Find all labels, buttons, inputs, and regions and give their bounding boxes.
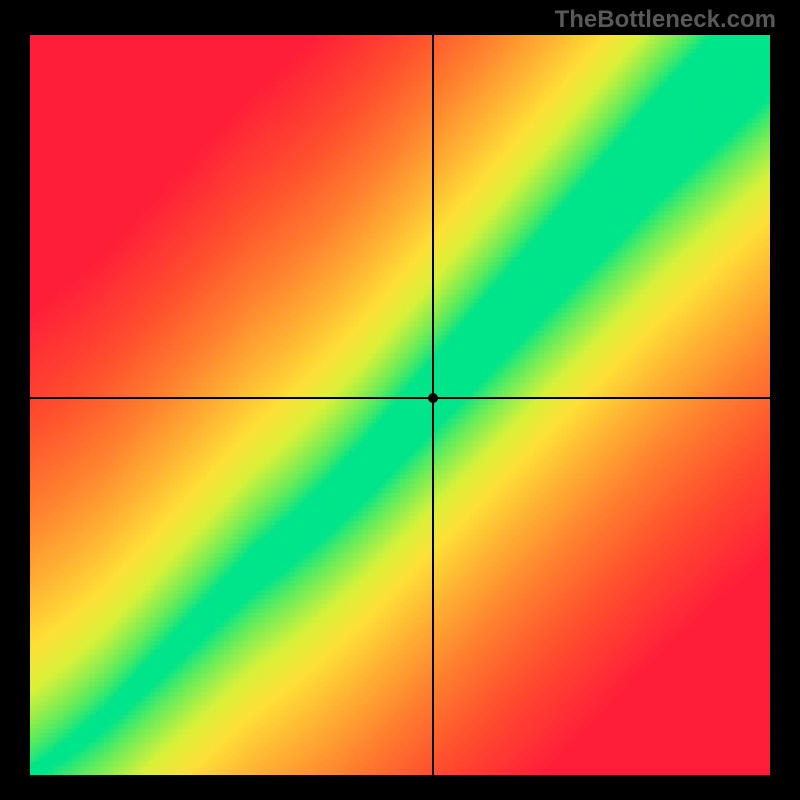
marker-dot xyxy=(428,393,438,403)
chart-container: { "watermark": { "text": "TheBottleneck.… xyxy=(0,0,800,800)
crosshair-vertical xyxy=(432,35,434,775)
crosshair-horizontal xyxy=(30,397,770,399)
watermark-text: TheBottleneck.com xyxy=(555,6,776,34)
bottleneck-heatmap xyxy=(30,35,770,775)
